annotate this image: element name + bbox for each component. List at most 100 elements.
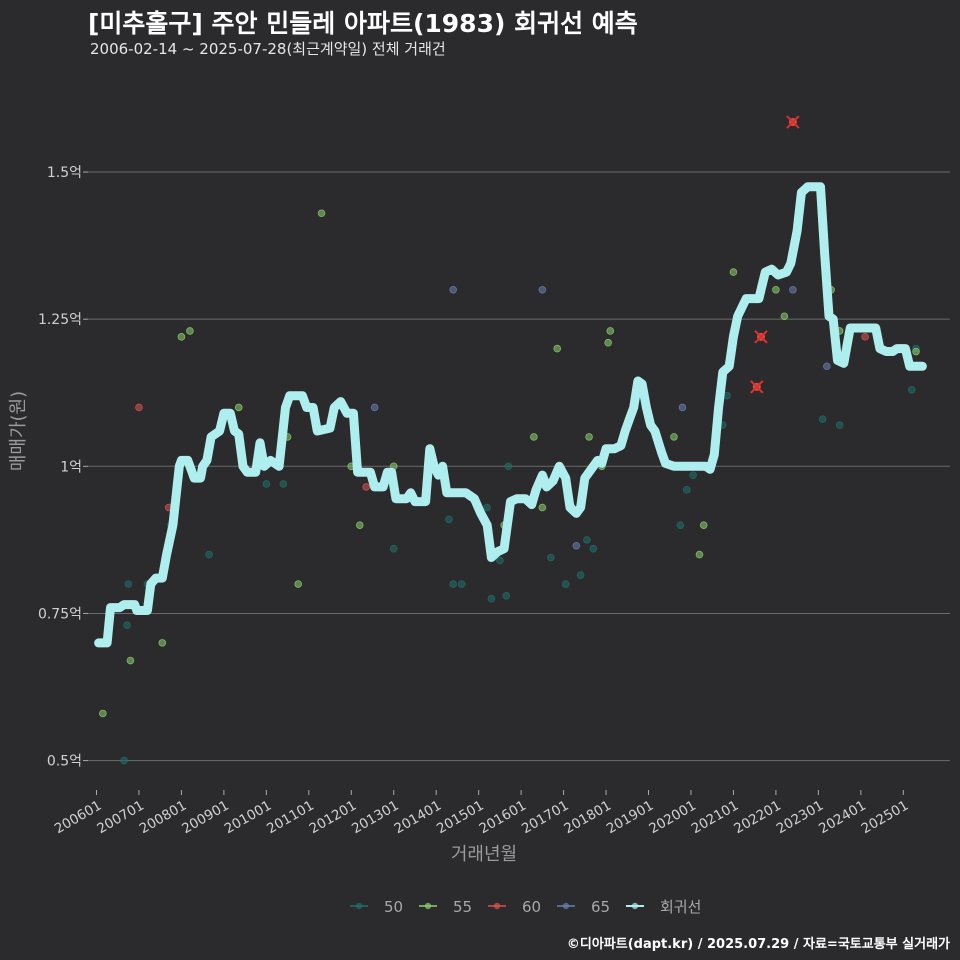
legend-label: 60 — [522, 898, 541, 916]
data-point — [729, 268, 738, 276]
data-point — [317, 209, 326, 218]
data-point — [205, 550, 213, 559]
x-axis-title: 거래년월 — [451, 844, 517, 865]
data-point — [483, 503, 491, 512]
legend-label: 50 — [384, 898, 403, 916]
data-point — [538, 285, 547, 294]
data-point — [502, 591, 511, 600]
data-point — [449, 580, 457, 588]
x-tick-label: 202201 — [731, 798, 784, 838]
data-point — [583, 536, 591, 544]
regression-line — [94, 182, 927, 648]
data-point — [689, 471, 697, 479]
data-point — [818, 415, 827, 424]
data-point — [370, 403, 379, 412]
chart-title: [미추홀구] 주안 민들레 아파트(1983) 회귀선 예측 — [88, 9, 638, 38]
data-point — [355, 521, 364, 529]
series-50 — [120, 344, 920, 765]
data-point — [262, 480, 271, 488]
legend-key-dot — [562, 902, 570, 910]
data-point — [676, 521, 685, 529]
x-tick-label: 202001 — [646, 798, 699, 838]
data-point — [553, 344, 562, 353]
y-tick-label: 0.5억 — [47, 754, 82, 770]
data-point — [186, 327, 194, 335]
data-point — [389, 544, 398, 553]
data-point — [294, 580, 302, 588]
data-point — [135, 403, 143, 412]
x-tick-label: 200701 — [94, 798, 147, 838]
outlier-x-marker — [750, 380, 764, 394]
data-point — [120, 756, 128, 765]
data-point — [123, 621, 131, 630]
data-point — [547, 553, 555, 562]
y-tick-label: 1.25억 — [38, 312, 82, 328]
x-tick-label: 201401 — [392, 798, 445, 838]
outlier-x-stroke — [754, 330, 768, 344]
x-tick-label: 201301 — [349, 798, 402, 838]
data-point — [530, 433, 538, 441]
x-tick-label: 201101 — [264, 798, 317, 838]
data-point — [279, 480, 288, 488]
x-tick-label: 201801 — [561, 798, 614, 838]
y-tick-label: 1.5억 — [47, 165, 82, 181]
legend-label: 회귀선 — [660, 898, 701, 916]
chart-subtitle: 2006-02-14 ~ 2025-07-28(최근계약일) 전체 거래건 — [90, 40, 446, 58]
outlier-x-marker — [754, 330, 768, 344]
x-tick-label: 202101 — [689, 798, 742, 838]
y-tick-label: 1억 — [60, 459, 82, 475]
x-tick-label: 200601 — [52, 798, 105, 838]
data-point — [823, 362, 831, 371]
data-point — [449, 285, 457, 294]
data-point — [789, 285, 797, 294]
x-tick-label: 201501 — [434, 798, 487, 838]
x-tick-label: 201601 — [476, 798, 529, 838]
series-65 — [370, 285, 831, 550]
data-point — [99, 709, 107, 718]
data-point — [682, 486, 691, 494]
x-tick-label: 201701 — [519, 798, 572, 838]
legend-key-dot — [631, 902, 639, 910]
data-point — [604, 338, 612, 347]
data-point — [457, 580, 466, 588]
x-tick-label: 202401 — [816, 798, 869, 838]
x-tick-label: 201001 — [222, 798, 275, 838]
legend-key-dot — [355, 902, 363, 910]
data-point — [124, 580, 133, 588]
x-tick-label: 201201 — [307, 798, 360, 838]
outlier-x-stroke — [750, 380, 764, 394]
data-point — [670, 433, 678, 441]
footer-credit: ©디아파트(dapt.kr) / 2025.07.29 / 자료=국토교통부 실… — [566, 937, 950, 952]
outlier-x-stroke — [786, 115, 800, 129]
data-point — [835, 421, 844, 429]
data-point — [234, 403, 243, 412]
x-tick-label: 200801 — [137, 798, 190, 838]
data-point — [496, 556, 504, 565]
data-point — [699, 521, 708, 529]
data-point — [538, 503, 547, 512]
outlier-x-marker — [786, 115, 800, 129]
data-point — [487, 594, 496, 603]
legend-key-dot — [493, 902, 501, 910]
legend: 50 55 60 65 회귀선 — [350, 898, 701, 916]
data-point — [695, 550, 704, 559]
legend-key-dot — [424, 902, 432, 910]
data-point — [504, 462, 513, 471]
data-point — [585, 433, 593, 441]
data-point — [576, 571, 585, 579]
legend-label: 65 — [591, 898, 610, 916]
data-point — [606, 327, 615, 335]
data-point — [158, 639, 167, 647]
data-point — [572, 541, 581, 550]
data-point — [362, 483, 370, 491]
data-point — [445, 515, 453, 524]
y-axis-title: 매매가(원) — [8, 391, 29, 471]
data-point — [912, 347, 920, 356]
data-point — [780, 312, 789, 321]
data-point — [126, 656, 135, 665]
x-tick-label: 201901 — [604, 798, 657, 838]
data-point — [589, 544, 598, 553]
legend-label: 55 — [453, 898, 472, 916]
data-point — [861, 333, 869, 341]
